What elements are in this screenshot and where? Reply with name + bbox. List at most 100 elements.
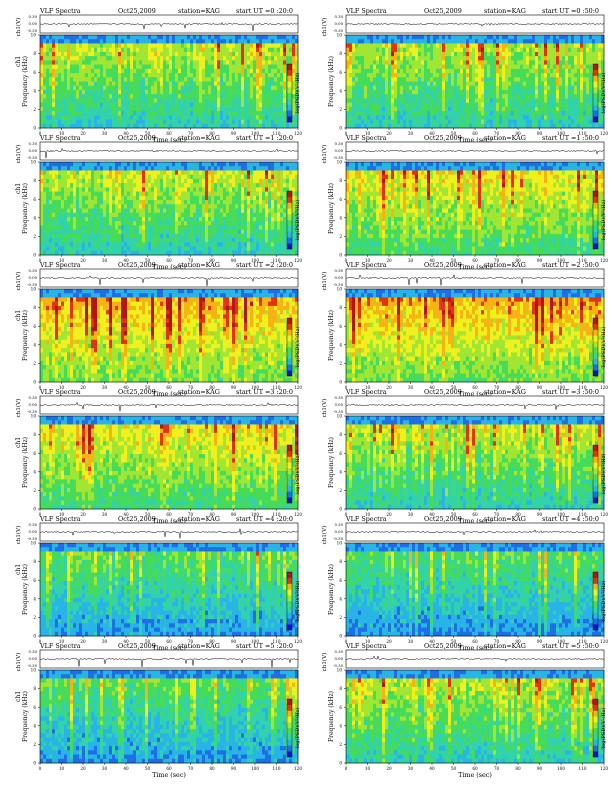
spectrogram-ytick-label: 4 <box>33 342 36 347</box>
spectrogram-xtick-label: 120 <box>600 512 608 517</box>
colorbar-swatch <box>287 323 292 330</box>
spectrogram-xlabel: Time (sec) <box>152 263 186 271</box>
spectrogram-xlabel: Time (sec) <box>152 644 186 652</box>
spectrogram-ylabel: Frequency (kHz) <box>328 437 335 488</box>
waveform-ylabel: ch1(V) <box>321 18 328 37</box>
colorbar-swatch <box>287 231 292 238</box>
colorbar-swatch <box>287 733 292 740</box>
spectrogram-ytick-label: 8 <box>33 178 36 183</box>
spectrogram-xtick-label: 80 <box>209 258 215 263</box>
spectrogram-xtick-label: 20 <box>386 639 392 644</box>
spectrogram-xtick-label: 110 <box>579 131 587 136</box>
spectrogram-ylabel: Frequency (kHz) <box>328 183 335 234</box>
spectrogram-ytick-label: 4 <box>33 88 36 93</box>
spectrogram-xtick-label: 30 <box>102 258 108 263</box>
spectrogram-xtick-label: 90 <box>537 385 543 390</box>
panel-title-start: start UT =5 :20:0 <box>236 642 293 650</box>
spectrogram-panel: VLF Spectra Oct25,2009 station=KAG start UT… <box>15 134 302 271</box>
spectrogram-panel: VLF Spectra Oct25,2009 station=KAG start UT… <box>321 7 608 144</box>
spectrogram-channel-label: ch1 <box>15 564 22 575</box>
spectrogram-xtick-label: 60 <box>166 512 172 517</box>
spectrogram-ytick-label: 4 <box>339 215 342 220</box>
colorbar-swatch <box>593 358 598 365</box>
spectrogram-xtick-label: 70 <box>188 258 194 263</box>
panel-title-station: station=KAG <box>178 261 220 269</box>
spectrogram-ytick-label: 8 <box>339 178 342 183</box>
waveform-ytick-label: -0.30 <box>27 155 37 160</box>
colorbar-swatch <box>593 583 598 590</box>
waveform-ytick-label: 0.30 <box>335 522 344 527</box>
panel-title-station: station=KAG <box>178 515 220 523</box>
colorbar-swatch <box>287 352 292 359</box>
spectrogram-xtick-label: 0 <box>345 766 348 771</box>
colorbar-frame <box>592 63 599 123</box>
colorbar-swatch <box>287 722 292 729</box>
spectrogram-xtick-label: 80 <box>209 131 215 136</box>
waveform-trace <box>345 273 605 286</box>
colorbar-swatch <box>593 364 598 371</box>
colorbar <box>286 698 293 758</box>
colorbar-swatch <box>593 468 598 475</box>
spectrogram-cells <box>346 670 605 764</box>
colorbar-swatch <box>287 225 292 232</box>
spectrogram-xtick-label: 80 <box>515 512 521 517</box>
colorbar-swatch <box>287 479 292 486</box>
spectrogram-xtick-label: 110 <box>273 385 281 390</box>
spectrogram-xtick-label: 0 <box>39 512 42 517</box>
colorbar-swatch <box>593 104 598 111</box>
colorbar-swatch <box>593 445 598 451</box>
waveform-trace <box>39 657 299 668</box>
colorbar-swatch <box>287 202 292 209</box>
waveform-ytick-label: 0.00 <box>29 148 38 153</box>
waveform-ytick-label: -0.30 <box>27 536 37 541</box>
waveform-ylabel: ch1(V) <box>321 272 328 291</box>
colorbar-swatch <box>287 491 292 498</box>
colorbar-label: log(PSD)(V²/Hz) <box>294 327 301 368</box>
waveform-ylabel: ch1(V) <box>321 399 328 418</box>
spectrogram-xtick-label: 110 <box>273 639 281 644</box>
spectrogram-panel: VLF Spectra Oct25,2009 station=KAG start UT… <box>321 388 608 525</box>
spectrogram-xtick-label: 90 <box>537 766 543 771</box>
spectrogram-xtick-label: 110 <box>579 639 587 644</box>
spectrogram-xtick-label: 40 <box>123 512 129 517</box>
panel-title-start: start UT =3 :50:0 <box>542 388 599 396</box>
spectrogram-xtick-label: 90 <box>231 385 237 390</box>
spectrogram-ylabel: Frequency (kHz) <box>22 310 29 361</box>
colorbar-frame <box>286 698 293 758</box>
panel-title-date: Oct25,2009 <box>118 388 156 396</box>
waveform-ylabel: ch1(V) <box>15 526 22 545</box>
colorbar-label: log(PSD)(V²/Hz) <box>294 200 301 241</box>
waveform-ytick-label: 0.00 <box>29 529 38 534</box>
colorbar-swatch <box>593 601 598 607</box>
waveform-ytick-label: 0.00 <box>29 21 38 26</box>
waveform-ytick-label: -0.30 <box>333 663 343 668</box>
waveform-ytick-label: 0.00 <box>335 275 344 280</box>
waveform-trace <box>39 147 299 159</box>
spectrogram-ytick-label: 0 <box>339 253 342 258</box>
waveform-ytick-label: 0.00 <box>335 21 344 26</box>
spectrogram-xtick-label: 50 <box>145 385 151 390</box>
spectrogram-ytick-label: 0 <box>33 634 36 639</box>
spectrogram-cells <box>346 289 605 383</box>
colorbar-swatch <box>287 445 292 451</box>
spectrogram-ytick-label: 0 <box>33 380 36 385</box>
spectrogram-ytick-label: 10 <box>337 541 343 546</box>
spectrogram-xtick-label: 70 <box>494 131 500 136</box>
panel-title-date: Oct25,2009 <box>118 134 156 142</box>
colorbar-swatch <box>593 93 598 99</box>
waveform-ytick-label: 0.30 <box>335 14 344 19</box>
spectrogram-ytick-label: 8 <box>33 559 36 564</box>
colorbar-swatch <box>593 231 598 238</box>
colorbar-frame <box>592 444 599 504</box>
spectrogram-xtick-label: 0 <box>345 385 348 390</box>
spectrogram-xtick-label: 10 <box>59 131 65 136</box>
spectrogram-xtick-label: 100 <box>557 766 565 771</box>
colorbar-swatch <box>287 601 292 607</box>
spectrogram-xtick-label: 20 <box>386 131 392 136</box>
spectrogram-ytick-label: 4 <box>339 88 342 93</box>
spectrogram-ytick-label: 10 <box>337 668 343 673</box>
colorbar-swatch <box>593 589 598 596</box>
spectrogram-xtick-label: 60 <box>166 385 172 390</box>
colorbar-swatch <box>593 110 598 117</box>
panel-title-date: Oct25,2009 <box>118 642 156 650</box>
